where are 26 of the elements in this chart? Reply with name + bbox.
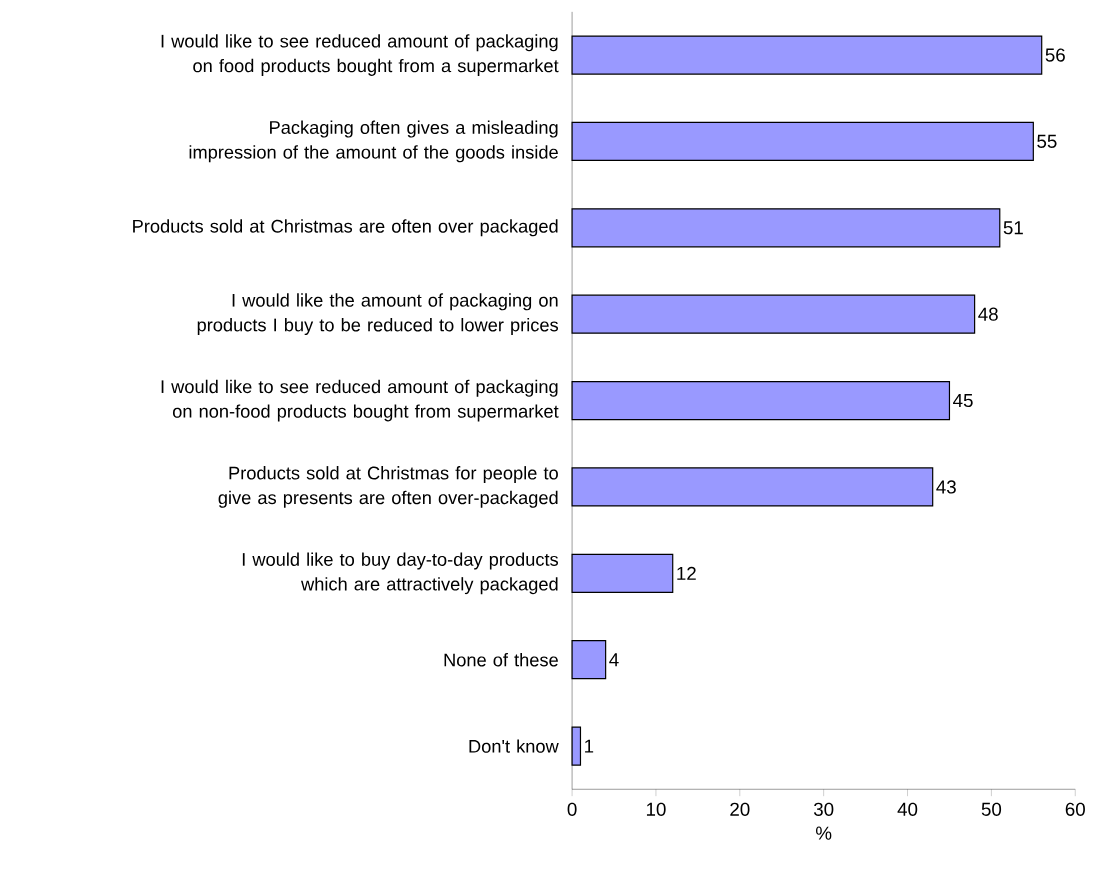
y-tick-label: I would like to see reduced amount of packaging on food products bought from a supermarket bbox=[161, 34, 559, 76]
data-label: 55 bbox=[1037, 134, 1057, 148]
data-label: 48 bbox=[978, 307, 998, 321]
x-tick-label: 40 bbox=[897, 802, 918, 816]
y-tick-label: Don't know bbox=[469, 739, 559, 753]
y-tick-label: None of these bbox=[444, 652, 558, 667]
x-tick-label: 50 bbox=[981, 802, 1002, 816]
y-tick-label: Packaging often gives a misleading impression of the amount of the goods inside bbox=[189, 120, 558, 163]
data-label: 1 bbox=[585, 739, 594, 753]
y-tick-label: I would like to buy day-to-day products which are attractively packaged bbox=[242, 552, 559, 595]
data-label: 51 bbox=[1003, 221, 1023, 235]
x-tick-label: 0 bbox=[567, 802, 577, 816]
x-tick-label: 20 bbox=[730, 802, 750, 816]
x-tick-label: 30 bbox=[813, 802, 834, 816]
y-tick-label: I would like to see reduced amount of packaging on non-food products bought from supermarket bbox=[161, 379, 559, 422]
data-label: 43 bbox=[936, 480, 956, 494]
y-tick-label: I would like the amount of packaging on products I buy to be reduced to lower prices bbox=[197, 293, 559, 336]
x-axis-title: % bbox=[816, 826, 832, 840]
y-tick-label: Products sold at Christmas for people to give as presents are often over-packaged bbox=[218, 466, 558, 508]
y-tick-label: Products sold at Christmas are often over packaged bbox=[133, 219, 558, 237]
x-tick-label: 60 bbox=[1065, 802, 1085, 816]
data-label: 45 bbox=[953, 394, 973, 408]
data-label: 12 bbox=[677, 566, 696, 580]
data-label: 56 bbox=[1045, 48, 1065, 62]
x-tick-label: 10 bbox=[646, 802, 666, 816]
data-label: 4 bbox=[609, 653, 619, 667]
